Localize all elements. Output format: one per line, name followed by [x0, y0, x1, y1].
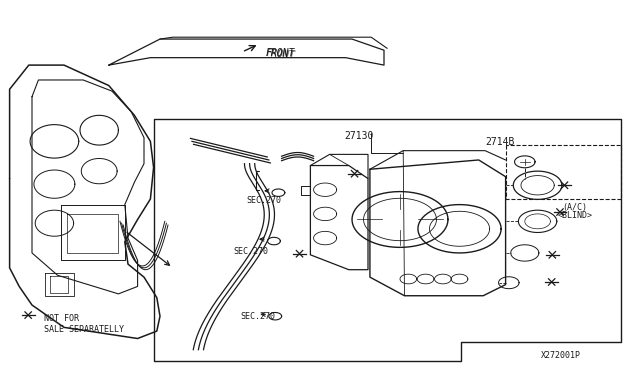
Text: X272001P: X272001P [541, 351, 581, 360]
Text: 27130: 27130 [344, 131, 374, 141]
Text: NOT FOR: NOT FOR [44, 314, 79, 323]
Text: (A/C): (A/C) [562, 203, 587, 212]
Text: SEC.270: SEC.270 [240, 312, 275, 321]
Text: SEC.270: SEC.270 [234, 247, 269, 256]
Text: FRONT: FRONT [266, 48, 296, 60]
Text: <BLIND>: <BLIND> [558, 211, 593, 220]
Text: SEC.270: SEC.270 [246, 196, 282, 205]
Text: 2714B: 2714B [485, 137, 515, 147]
Text: FRONT: FRONT [266, 48, 295, 58]
Text: SALE SEPARATELLY: SALE SEPARATELLY [44, 325, 124, 334]
